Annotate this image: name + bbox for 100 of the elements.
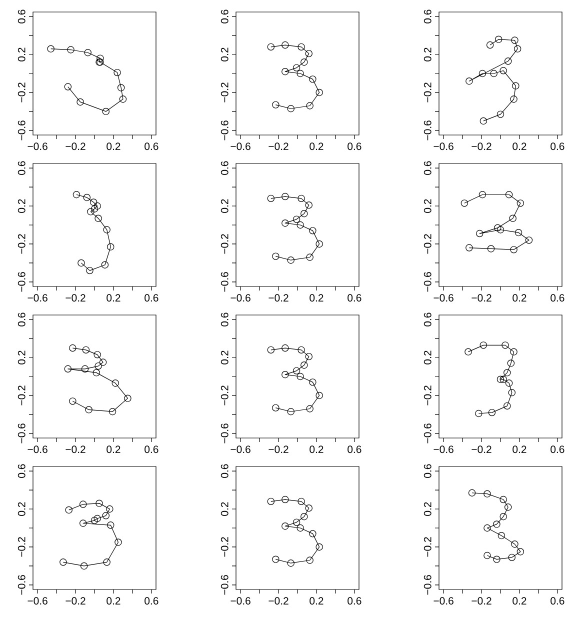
- point: [69, 398, 76, 405]
- point: [505, 380, 513, 387]
- point: [94, 351, 101, 358]
- point: [298, 194, 305, 202]
- point: [306, 102, 314, 110]
- y-tick-label: −0.2: [18, 234, 26, 254]
- point: [107, 522, 114, 529]
- point: [514, 228, 522, 236]
- point: [282, 522, 289, 530]
- x-tick-label: −0.2: [268, 597, 288, 605]
- y-tick-label: −0.2: [18, 82, 26, 102]
- point: [468, 489, 476, 496]
- point: [92, 369, 100, 376]
- point: [496, 226, 504, 234]
- point: [500, 496, 507, 504]
- point: [478, 70, 486, 78]
- x-tick-label: −0.6: [230, 142, 250, 150]
- point: [504, 369, 511, 376]
- y-tick-label: 0.6: [18, 10, 26, 24]
- y-tick-label: −0.2: [424, 82, 432, 102]
- point: [305, 50, 312, 58]
- point: [272, 556, 280, 563]
- point: [287, 256, 294, 264]
- y-tick-label: 0.6: [424, 312, 432, 326]
- y-tick-label: 0.6: [220, 161, 228, 175]
- point: [508, 554, 516, 562]
- point: [108, 408, 116, 416]
- point: [112, 380, 119, 387]
- point: [498, 532, 506, 540]
- point: [516, 200, 524, 207]
- point: [69, 344, 76, 352]
- point: [267, 498, 275, 506]
- x-tick-label: −0.6: [28, 294, 48, 302]
- point: [309, 227, 316, 234]
- point: [287, 408, 294, 416]
- point: [103, 558, 110, 566]
- y-tick-label: −0.2: [424, 234, 432, 254]
- y-tick-label: 0.6: [424, 161, 432, 175]
- point: [83, 194, 91, 202]
- point: [117, 84, 125, 92]
- x-tick-label: 0.2: [512, 597, 526, 605]
- y-tick-label: 0.6: [220, 312, 228, 326]
- point: [504, 504, 512, 511]
- point: [305, 201, 312, 209]
- point: [292, 64, 300, 72]
- y-tick-label: 0.2: [424, 350, 432, 364]
- y-tick-label: 0.6: [220, 464, 228, 478]
- point: [272, 404, 280, 412]
- point: [510, 348, 518, 356]
- point: [511, 36, 518, 44]
- point: [309, 378, 316, 386]
- x-tick-label: −0.2: [268, 142, 288, 150]
- point: [484, 552, 491, 560]
- point: [306, 254, 314, 261]
- point: [64, 83, 72, 90]
- point: [298, 346, 305, 354]
- point: [287, 560, 294, 567]
- point: [511, 540, 518, 548]
- x-tick-label: 0.2: [310, 142, 324, 150]
- y-tick-label: 0.6: [424, 10, 432, 24]
- y-tick-label: −0.2: [424, 537, 432, 557]
- point: [282, 68, 289, 76]
- x-tick-label: −0.2: [472, 142, 492, 150]
- point: [272, 252, 280, 260]
- point: [316, 392, 323, 400]
- point: [80, 562, 88, 570]
- point: [86, 266, 94, 274]
- point: [305, 352, 312, 360]
- x-tick-label: −0.2: [66, 142, 86, 150]
- x-tick-label: −0.2: [472, 294, 492, 302]
- point: [60, 558, 67, 566]
- point: [99, 358, 107, 366]
- point: [508, 389, 516, 396]
- point: [480, 342, 488, 349]
- y-tick-label: 0.2: [220, 502, 228, 516]
- x-tick-label: 0.2: [512, 446, 526, 454]
- point: [305, 504, 312, 512]
- x-tick-label: 0.6: [144, 294, 158, 302]
- point: [90, 198, 98, 206]
- point: [486, 41, 494, 49]
- point: [500, 376, 507, 383]
- point: [94, 214, 102, 222]
- point: [87, 208, 94, 216]
- x-tick-label: 0.2: [310, 597, 324, 605]
- x-tick-label: 0.6: [550, 142, 564, 150]
- x-tick-label: 0.6: [144, 597, 158, 605]
- x-tick-label: −0.2: [268, 294, 288, 302]
- point: [309, 530, 316, 538]
- y-tick-label: −0.2: [220, 82, 228, 102]
- point: [316, 543, 323, 551]
- point: [487, 245, 495, 252]
- y-tick-label: 0.2: [424, 48, 432, 62]
- point: [267, 194, 275, 202]
- x-tick-label: −0.2: [472, 446, 492, 454]
- point: [47, 45, 54, 52]
- point: [516, 548, 524, 556]
- point: [282, 344, 289, 352]
- point: [85, 406, 92, 414]
- point: [525, 236, 533, 244]
- x-tick-label: −0.6: [230, 446, 250, 454]
